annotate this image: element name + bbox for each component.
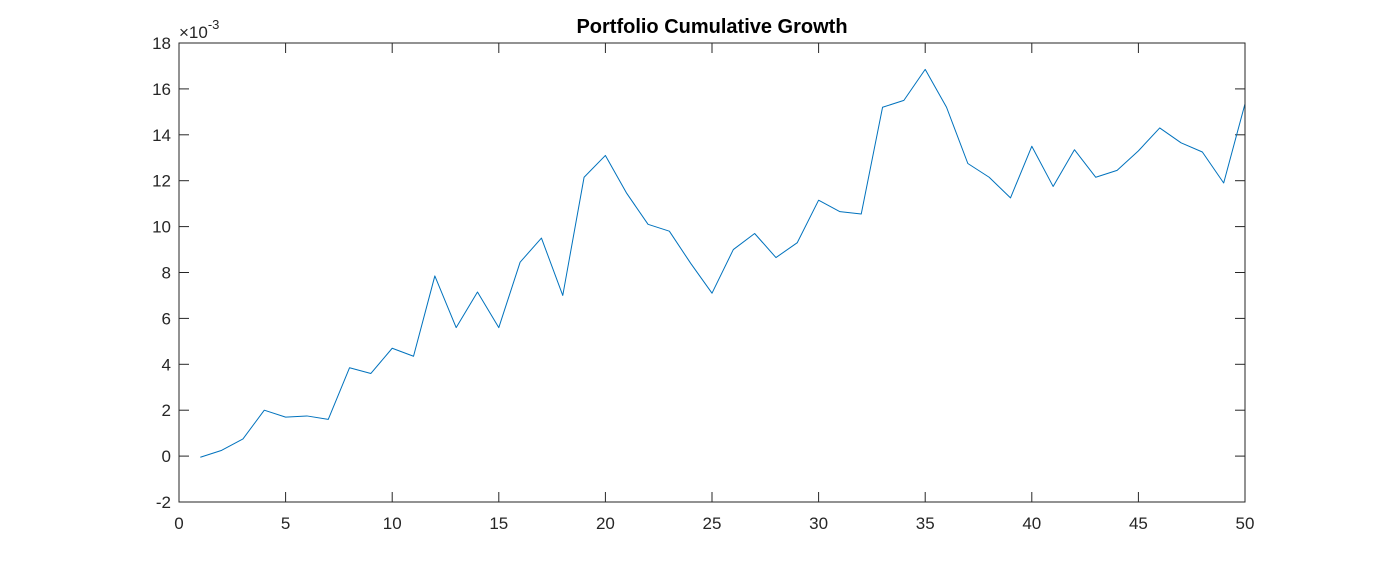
- y-exponent-base: ×10: [179, 23, 208, 42]
- y-tick-label: 8: [162, 264, 171, 283]
- x-tick-label: 40: [1022, 514, 1041, 533]
- svg-text:×10-3: ×10-3: [179, 17, 219, 42]
- x-tick-label: 30: [809, 514, 828, 533]
- x-tick-label: 25: [703, 514, 722, 533]
- y-tick-label: 14: [152, 126, 171, 145]
- y-tick-label: 10: [152, 218, 171, 237]
- y-exponent-power: -3: [208, 17, 220, 32]
- y-tick-label: 4: [162, 355, 171, 374]
- x-tick-label: 45: [1129, 514, 1148, 533]
- y-tick-label: 12: [152, 172, 171, 191]
- y-tick-label: 6: [162, 309, 171, 328]
- y-axis: -2 0 2 4 6 8 10 12 14 16 18: [152, 34, 1245, 512]
- y-tick-label: 0: [162, 447, 171, 466]
- y-tick-label: -2: [156, 493, 171, 512]
- x-tick-label: 15: [489, 514, 508, 533]
- y-tick-label: 2: [162, 401, 171, 420]
- x-tick-label: 50: [1236, 514, 1255, 533]
- chart-title: Portfolio Cumulative Growth: [576, 16, 847, 38]
- x-tick-label: 0: [174, 514, 183, 533]
- x-tick-label: 20: [596, 514, 615, 533]
- y-tick-label: 18: [152, 34, 171, 53]
- x-axis: 0 5 10 15 20 25 30 35 40 45 50: [174, 43, 1254, 533]
- y-tick-label: 16: [152, 80, 171, 99]
- x-tick-label: 10: [383, 514, 402, 533]
- axes-box: [178, 42, 1246, 503]
- series-line: [200, 68, 1246, 458]
- plot-area: [179, 43, 1245, 502]
- x-tick-label: 35: [916, 514, 935, 533]
- x-tick-label: 5: [281, 514, 290, 533]
- y-exponent-label: ×10-3: [179, 17, 219, 42]
